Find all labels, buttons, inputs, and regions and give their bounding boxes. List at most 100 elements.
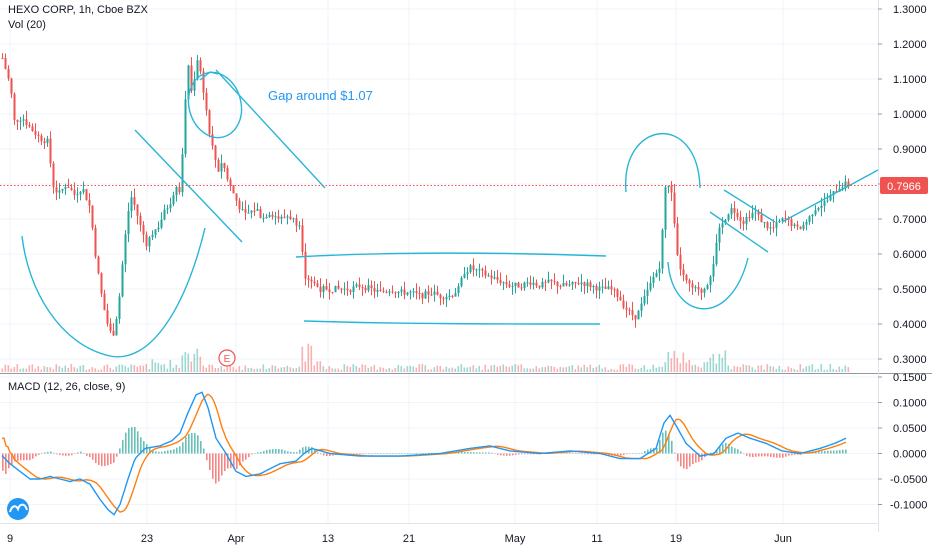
volume-bar bbox=[694, 364, 697, 372]
volume-bar bbox=[4, 364, 7, 372]
volume-bar bbox=[217, 367, 220, 372]
gap-marker[interactable] bbox=[199, 71, 219, 81]
candle-body bbox=[613, 289, 616, 291]
breakout-trend-line[interactable] bbox=[781, 169, 879, 223]
candle-body bbox=[637, 310, 640, 320]
volume-bar bbox=[406, 366, 409, 372]
macd-histogram-bar bbox=[212, 453, 214, 479]
macd-histogram-bar bbox=[416, 452, 418, 454]
candle-body bbox=[784, 218, 787, 220]
price-tick-label: 0.5000 bbox=[893, 284, 927, 296]
candle-body bbox=[319, 286, 322, 293]
macd-histogram-bar bbox=[656, 447, 658, 454]
macd-histogram-bar bbox=[719, 446, 721, 454]
candle-body bbox=[10, 78, 13, 94]
volume-bar bbox=[304, 361, 307, 372]
volume-bar bbox=[340, 369, 343, 372]
volume-bar bbox=[7, 365, 10, 372]
volume-bar bbox=[493, 364, 496, 372]
volume-bar bbox=[412, 366, 415, 372]
macd-histogram-bar bbox=[572, 453, 574, 454]
volume-bar bbox=[532, 368, 535, 372]
candle-body bbox=[202, 71, 205, 93]
macd-histogram-bar bbox=[590, 453, 592, 455]
gap-annotation[interactable]: Gap around $1.07 bbox=[268, 88, 373, 103]
price-tick-label: 1.3000 bbox=[893, 4, 927, 16]
macd-histogram-bar bbox=[62, 453, 64, 456]
macd-indicator-label[interactable]: MACD (12, 26, close, 9) bbox=[8, 381, 125, 393]
range-bottom-line[interactable] bbox=[303, 320, 601, 325]
candle-body bbox=[697, 287, 700, 290]
macd-histogram-bar bbox=[8, 453, 10, 469]
volume-bar bbox=[547, 365, 550, 372]
macd-histogram-bar bbox=[98, 453, 100, 466]
flag-line-upper[interactable] bbox=[723, 189, 776, 223]
macd-histogram-bar bbox=[467, 452, 469, 454]
cup-curve-left[interactable] bbox=[21, 227, 206, 358]
candle-body bbox=[460, 277, 463, 287]
range-top-line[interactable] bbox=[295, 252, 607, 258]
macd-scale[interactable]: 0.1500 0.1000 0.0500 0.0000 -0.0500 -0.1000 bbox=[878, 372, 927, 512]
downtrend-line-1[interactable] bbox=[134, 129, 243, 243]
volume-bar bbox=[607, 369, 610, 372]
candle-body bbox=[412, 291, 415, 293]
volume-bar bbox=[778, 365, 781, 372]
volume-bar bbox=[235, 369, 238, 372]
macd-histogram-bar bbox=[278, 449, 280, 454]
candle-body bbox=[733, 208, 736, 213]
symbol-title[interactable]: HEXO CORP, 1h, Cboe BZX bbox=[8, 4, 148, 16]
candle-body bbox=[112, 330, 115, 336]
macd-histogram-bar bbox=[107, 453, 109, 466]
rounded-bottom-curve[interactable] bbox=[667, 257, 749, 310]
candle-body bbox=[775, 222, 778, 228]
price-tick-label: 0.7000 bbox=[893, 214, 927, 226]
macd-histogram-bar bbox=[788, 453, 790, 456]
candle-body bbox=[490, 275, 493, 279]
macd-histogram-bar bbox=[362, 453, 364, 455]
volume-bar bbox=[571, 365, 574, 372]
tradingview-logo-icon[interactable] bbox=[7, 498, 29, 520]
candle-body bbox=[634, 315, 637, 320]
macd-histogram-bar bbox=[74, 453, 76, 454]
volume-bar bbox=[382, 367, 385, 372]
candle-body bbox=[451, 295, 454, 297]
volume-indicator-label[interactable]: Vol (20) bbox=[8, 19, 46, 31]
volume-bar bbox=[754, 369, 757, 372]
macd-histogram-bar bbox=[197, 435, 199, 454]
candle-body bbox=[94, 227, 97, 257]
rounded-top-curve[interactable] bbox=[625, 133, 701, 193]
macd-histogram-bar bbox=[23, 453, 25, 461]
macd-histogram-bar bbox=[71, 453, 73, 456]
macd-histogram-bar bbox=[584, 453, 586, 455]
macd-histogram-bar bbox=[92, 453, 94, 460]
volume-bar bbox=[313, 365, 316, 372]
volume-bar bbox=[334, 368, 337, 372]
macd-histogram-bar bbox=[737, 449, 739, 454]
flag-line-lower[interactable] bbox=[709, 211, 769, 253]
volume-bar bbox=[238, 365, 241, 372]
volume-bar bbox=[739, 367, 742, 372]
candle-body bbox=[541, 281, 544, 288]
trend-drawings[interactable] bbox=[21, 66, 879, 358]
time-axis[interactable]: 9 23 Apr 13 21 May 11 19 Jun bbox=[7, 533, 792, 545]
volume-bar bbox=[826, 369, 829, 372]
candle-body bbox=[403, 289, 406, 295]
candle-body bbox=[415, 291, 418, 294]
macd-histogram-bar bbox=[353, 453, 355, 455]
volume-bar bbox=[637, 368, 640, 372]
candle-body bbox=[295, 218, 298, 226]
candle-body bbox=[718, 227, 721, 243]
candle-body bbox=[139, 215, 142, 226]
gap-circle[interactable] bbox=[181, 66, 248, 143]
downtrend-line-2[interactable] bbox=[215, 69, 326, 189]
volume-bar bbox=[181, 355, 184, 372]
candle-body bbox=[589, 282, 592, 288]
macd-histogram-bar bbox=[29, 453, 31, 461]
candle-body bbox=[745, 217, 748, 224]
macd-histogram-bar bbox=[2, 453, 4, 471]
volume-bar bbox=[718, 353, 721, 372]
candle-body bbox=[4, 58, 7, 69]
earnings-marker[interactable]: E bbox=[218, 349, 236, 367]
candle-body bbox=[406, 292, 409, 295]
